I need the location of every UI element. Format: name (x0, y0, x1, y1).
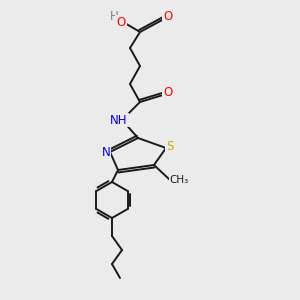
Text: O: O (164, 86, 172, 100)
Text: NH: NH (110, 113, 128, 127)
Text: N: N (102, 146, 110, 158)
Text: O: O (116, 16, 126, 28)
Text: H: H (110, 11, 118, 23)
Text: S: S (166, 140, 174, 154)
Text: CH₃: CH₃ (169, 175, 189, 185)
Text: O: O (164, 11, 172, 23)
